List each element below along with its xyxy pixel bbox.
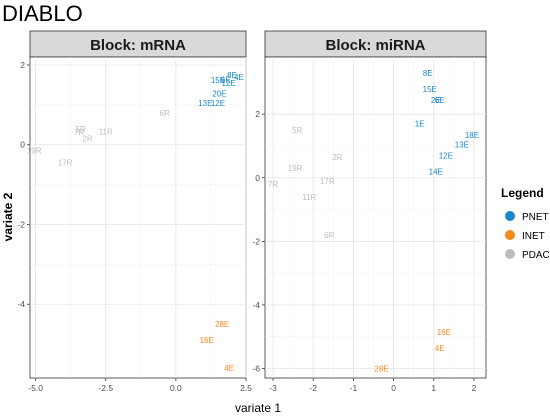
chart-title: DIABLO: [2, 1, 83, 26]
ticks-mirna: -3 -2 -1 0 1 2 2 0 -2 -4 -6: [252, 109, 476, 393]
data-point-pdac: 11R: [99, 128, 113, 137]
strip-label-mirna: Block: miRNA: [325, 37, 425, 54]
legend-label-inet: INET: [522, 231, 545, 242]
x-tick-label: -5.0: [28, 383, 43, 393]
x-tick-label: 0: [391, 383, 396, 393]
grid-mirna: [265, 57, 486, 378]
data-point-pnet: 15E: [423, 85, 437, 94]
data-point-pdac: 7R: [268, 180, 278, 189]
legend-key-inet: [505, 230, 515, 240]
x-tick-label: -3: [269, 383, 277, 393]
data-point-inet: 16E: [437, 328, 451, 337]
data-point-pdac: 5R: [292, 126, 302, 135]
legend-label-pnet: PNET: [522, 212, 549, 223]
strip-background-mrna: [29, 30, 247, 58]
x-tick-label: 1: [431, 383, 436, 393]
x-tick-label: -2: [309, 383, 317, 393]
y-tick-label: 2: [20, 60, 25, 70]
data-point-inet: 4E: [224, 364, 234, 373]
data-point-pnet: 8E: [423, 69, 433, 78]
data-point-pnet: 6E: [435, 96, 445, 105]
x-tick-label: 2: [472, 383, 477, 393]
strip-background-mirna: [264, 30, 487, 58]
data-point-pnet: 20E: [212, 90, 226, 99]
strip-label-mrna: Block: mRNA: [90, 37, 186, 54]
data-point-pnet: 8E: [227, 71, 237, 80]
data-point-pnet: 12E: [221, 79, 235, 88]
data-point-pnet: 12E: [211, 99, 225, 108]
data-point-pdac: 17R: [320, 177, 335, 186]
data-point-pdac: 2R: [82, 135, 92, 144]
data-point-pdac: 5R: [75, 125, 85, 134]
x-tick-label: 0.0: [170, 383, 182, 393]
y-tick-label: -6: [252, 363, 260, 373]
data-point-pnet: 15E: [211, 76, 225, 85]
data-point-pdac: 17R: [58, 159, 73, 168]
data-point-pnet: 1E: [415, 120, 425, 129]
data-point-pnet: 2E: [431, 96, 441, 105]
ticks-mrna: -5.0 -2.5 0.0 2.5 2 0 -2 -4: [17, 60, 252, 393]
data-point-pdac: 19R: [288, 164, 303, 173]
y-tick-label: 0: [20, 140, 25, 150]
data-point-pnet: 6E: [221, 76, 231, 85]
y-tick-label: 0: [255, 173, 260, 183]
data-point-pnet: 12E: [439, 152, 453, 161]
data-point-pdac: 6R: [324, 231, 334, 240]
x-tick-label: 2.5: [240, 383, 252, 393]
grid-mrna: [30, 57, 247, 378]
x-tick-label: -2.5: [98, 383, 113, 393]
data-point-pnet: 13E: [455, 140, 469, 149]
data-point-inet: 16E: [200, 336, 214, 345]
legend-label-pdac: PDAC: [522, 250, 550, 261]
y-tick-label: -4: [17, 299, 25, 309]
y-tick-label: -2: [17, 219, 25, 229]
data-point-pnet: 14E: [429, 167, 443, 176]
legend-key-pdac: [505, 249, 515, 259]
data-point-pdac: 6R: [160, 109, 170, 118]
legend-title: Legend: [501, 186, 544, 200]
data-point-pdac: 7R: [74, 128, 84, 137]
data-point-pdac: 11R: [302, 193, 316, 202]
x-axis-title: variate 1: [235, 401, 281, 415]
y-tick-label: -2: [252, 236, 260, 246]
data-point-pdac: 19R: [27, 147, 42, 156]
plot-area-mrna: [29, 56, 247, 379]
legend-key-pnet: [505, 211, 515, 221]
data-point-pdac: 2R: [332, 153, 342, 162]
data-point-inet: 28E: [374, 364, 388, 373]
panel-mrna: Block: mRNA -5.0 -2.5 0.0 2.520-2-4 8E4E15E…: [17, 30, 252, 393]
x-tick-label: -1: [350, 383, 358, 393]
data-point-inet: 28E: [215, 320, 229, 329]
data-point-inet: 4E: [435, 344, 445, 353]
y-tick-label: 2: [255, 109, 260, 119]
plot-area-mirna: [264, 56, 487, 379]
y-axis-title: variate 2: [1, 192, 15, 241]
y-tick-label: -4: [252, 300, 260, 310]
data-point-pnet: 18E: [465, 131, 479, 140]
panel-mirna: Block: miRNA -3 -2 -1 0 1 2 2 0 -2 -4 -6 8E 15E 2E6E…: [252, 30, 487, 393]
data-point-pnet: 13E: [198, 99, 212, 108]
data-point-pnet: 4E: [234, 73, 244, 82]
legend: Legend PNET INET PDAC: [501, 186, 550, 261]
